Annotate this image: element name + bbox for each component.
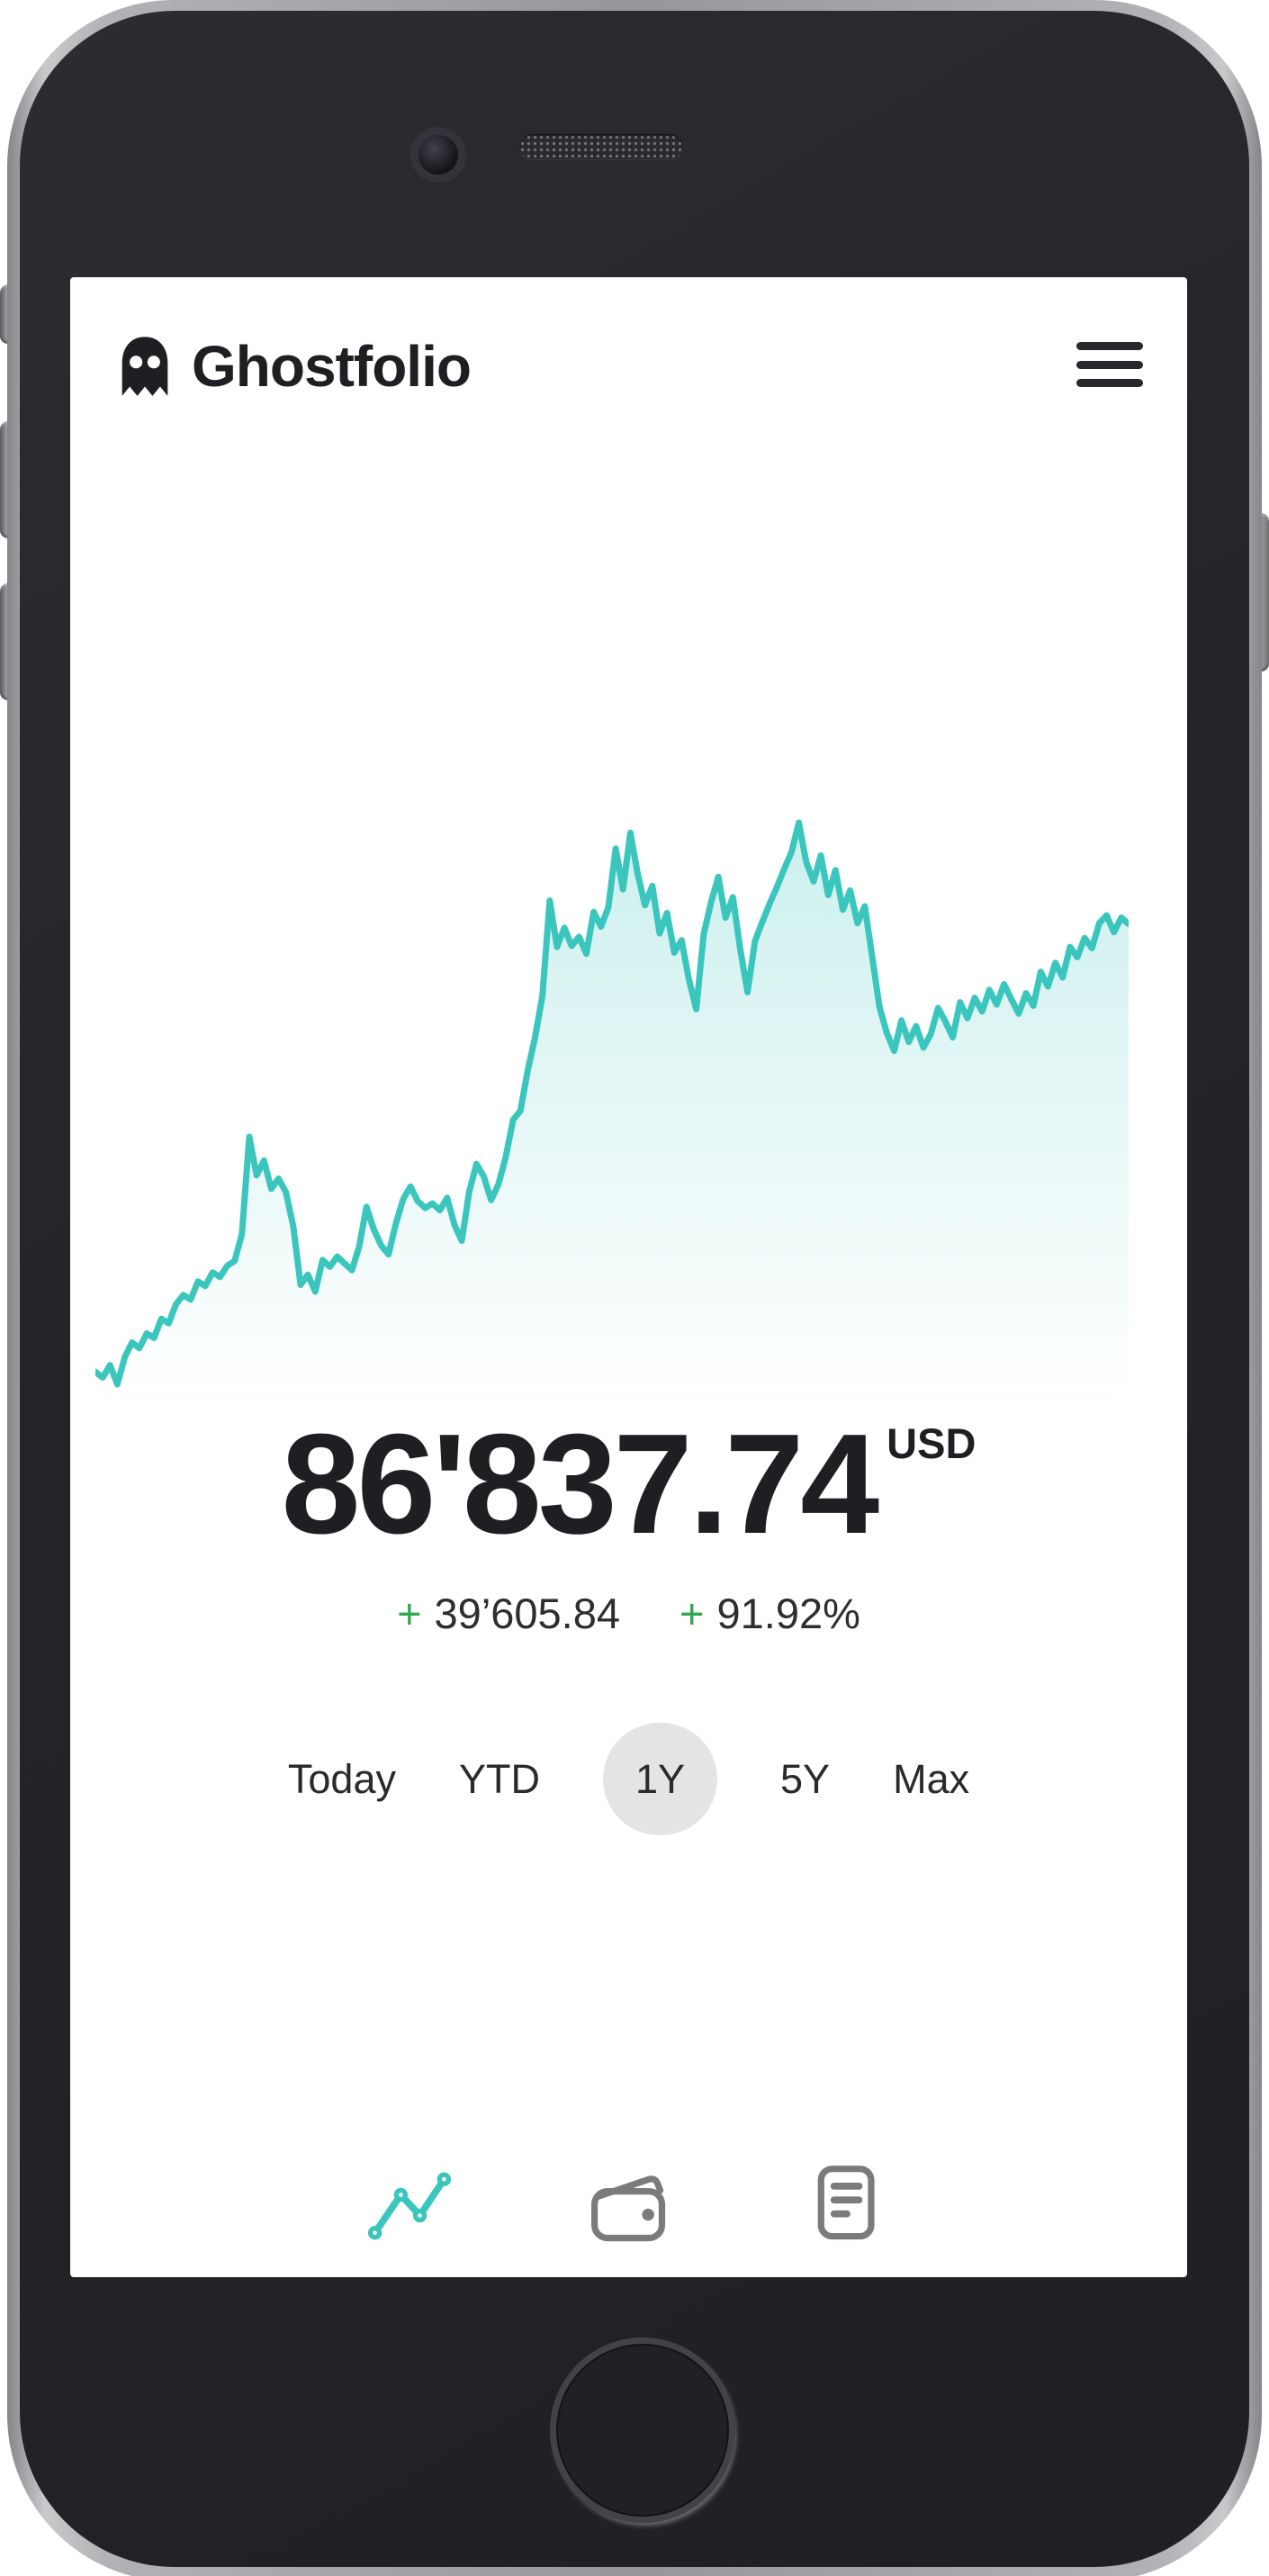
logo-link[interactable]: Ghostfolio bbox=[118, 333, 472, 400]
change-row: +39’605.84 +91.92% bbox=[70, 1587, 1187, 1641]
period-ytd-button[interactable]: YTD bbox=[458, 1756, 540, 1802]
portfolio-value: 86'837.74 bbox=[281, 1405, 880, 1563]
nav-activities-tab[interactable] bbox=[806, 2160, 892, 2250]
hamburger-menu-button[interactable] bbox=[1076, 342, 1145, 387]
chart-area-fill bbox=[95, 823, 1129, 1404]
hamburger-icon bbox=[1076, 379, 1143, 387]
front-camera bbox=[418, 135, 458, 175]
app-title: Ghostfolio bbox=[192, 334, 472, 399]
bottom-nav bbox=[70, 2160, 1187, 2250]
list-icon bbox=[817, 2166, 875, 2240]
portfolio-value-row: 86'837.74 USD bbox=[70, 1413, 1187, 1555]
home-button[interactable] bbox=[550, 2337, 735, 2523]
period-5y-button[interactable]: 5Y bbox=[780, 1756, 831, 1802]
hamburger-icon bbox=[1076, 342, 1143, 350]
app-screen: Ghostfolio bbox=[70, 277, 1187, 2277]
hamburger-icon bbox=[1076, 360, 1143, 369]
change-absolute: +39’605.84 bbox=[397, 1587, 620, 1641]
period-max-button[interactable]: Max bbox=[893, 1756, 970, 1802]
wallet-icon bbox=[590, 2175, 665, 2242]
trend-line-icon bbox=[367, 2172, 451, 2240]
change-percent-value: 91.92% bbox=[716, 1590, 860, 1637]
change-absolute-value: 39’605.84 bbox=[434, 1590, 621, 1637]
period-1y-button[interactable]: 1Y bbox=[602, 1723, 718, 1835]
chart-line bbox=[95, 819, 1129, 1388]
nav-wallet-tab[interactable] bbox=[586, 2160, 672, 2250]
plus-icon: + bbox=[397, 1590, 422, 1637]
ghost-icon bbox=[122, 337, 168, 396]
nav-performance-tab[interactable] bbox=[366, 2160, 453, 2250]
period-selector: Today YTD 1Y 5Y Max bbox=[70, 1723, 1187, 1835]
phone-front: Ghostfolio bbox=[20, 11, 1249, 2567]
app-header: Ghostfolio bbox=[70, 277, 1187, 448]
change-percent: +91.92% bbox=[680, 1587, 860, 1641]
earpiece-speaker bbox=[519, 134, 683, 159]
plus-icon: + bbox=[680, 1590, 705, 1637]
performance-chart[interactable] bbox=[95, 814, 1129, 1404]
currency-label: USD bbox=[886, 1419, 976, 1467]
period-today-button[interactable]: Today bbox=[287, 1756, 396, 1802]
